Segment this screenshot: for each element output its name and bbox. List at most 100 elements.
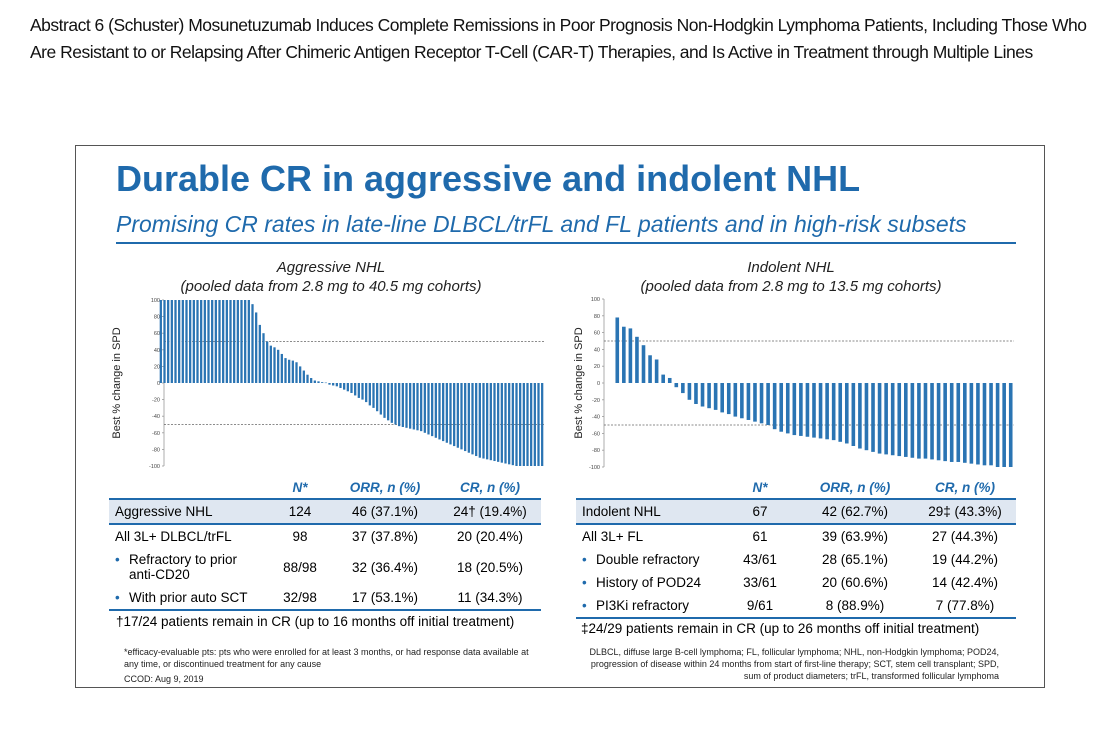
y-tick-label: -20 — [592, 398, 600, 404]
cell-cr: 27 (44.3%) — [931, 529, 999, 544]
waterfall-bar — [766, 383, 770, 425]
indolent-chart-subtitle: (pooled data from 2.8 mg to 13.5 mg coho… — [640, 278, 942, 295]
waterfall-bar — [269, 345, 272, 383]
waterfall-bar — [368, 383, 371, 406]
cell-cr: 20 (20.4%) — [456, 529, 524, 544]
waterfall-bar — [302, 370, 305, 383]
waterfall-bar — [812, 383, 816, 438]
cell-n: 67 — [724, 499, 796, 525]
waterfall-bar — [792, 383, 797, 436]
waterfall-bar — [321, 382, 324, 383]
cell-n: 98 — [292, 529, 308, 544]
waterfall-bar — [310, 378, 313, 383]
table-row: Aggressive NHL 124 46 (37.1%) 24† (19.4%… — [109, 499, 541, 525]
waterfall-bar — [838, 383, 843, 442]
waterfall-bar — [449, 383, 452, 445]
cell-n: 9/61 — [724, 594, 796, 619]
aggressive-table: N* ORR, n (%) CR, n (%) Aggressive NHL 1… — [109, 477, 541, 611]
y-tick-label: -100 — [149, 464, 160, 469]
waterfall-bar — [963, 383, 967, 463]
col-header-orr: ORR, n (%) — [796, 477, 914, 500]
waterfall-bar — [628, 328, 633, 383]
waterfall-bar — [181, 300, 184, 383]
cell-cr: 19 (44.2%) — [931, 552, 999, 567]
waterfall-bar — [251, 304, 254, 383]
waterfall-bar — [277, 349, 280, 383]
y-tick-label: 40 — [594, 347, 600, 353]
waterfall-bar — [475, 383, 478, 457]
waterfall-bar — [871, 383, 875, 452]
table-header-row: N* ORR, n (%) CR, n (%) — [109, 477, 541, 500]
y-tick-label: 60 — [154, 331, 160, 337]
waterfall-bar — [295, 362, 298, 383]
waterfall-bar — [897, 383, 902, 457]
waterfall-bar — [335, 383, 338, 387]
waterfall-bar — [280, 353, 283, 383]
cell-orr: 46 (37.1%) — [331, 499, 439, 525]
indolent-footnote: ‡24/29 patients remain in CR (up to 26 m… — [581, 621, 980, 636]
waterfall-bar — [233, 300, 236, 383]
waterfall-bar — [753, 383, 757, 422]
waterfall-bar — [851, 383, 856, 446]
cell-orr: 42 (62.7%) — [796, 499, 914, 525]
waterfall-bar — [346, 383, 349, 392]
waterfall-bar — [489, 383, 492, 461]
row-label: Refractory to prior anti-CD20 — [129, 552, 238, 582]
waterfall-bar — [288, 359, 291, 383]
waterfall-bar — [956, 383, 961, 462]
waterfall-bar — [482, 383, 485, 459]
waterfall-bar — [969, 383, 974, 464]
waterfall-bar — [431, 383, 434, 437]
waterfall-bar — [864, 383, 869, 451]
waterfall-bar — [420, 383, 423, 432]
y-tick-label: -40 — [152, 414, 160, 420]
y-tick-label: -80 — [592, 448, 600, 454]
waterfall-bar — [877, 383, 882, 454]
cell-cr: 24† (19.4%) — [439, 499, 541, 525]
y-axis-label: Best % change in SPD — [111, 327, 123, 438]
subrow-cell: • With prior auto SCT — [109, 586, 269, 611]
waterfall-bar — [976, 383, 980, 465]
col-header-n: N* — [269, 477, 331, 500]
y-tick-label: -40 — [592, 415, 600, 421]
waterfall-bar — [526, 383, 529, 466]
waterfall-bar — [192, 300, 195, 383]
waterfall-bar — [844, 383, 849, 444]
y-tick-label: -20 — [152, 398, 160, 404]
row-label: Indolent NHL — [576, 499, 724, 525]
table-row: • Refractory to prior anti-CD20 88/98 32 … — [109, 548, 541, 586]
waterfall-bar — [324, 382, 327, 384]
waterfall-bar — [387, 383, 390, 421]
table-row: • With prior auto SCT 32/98 17 (53.1%) 11… — [109, 586, 541, 611]
waterfall-bar — [1002, 383, 1006, 467]
waterfall-bar — [989, 383, 993, 466]
waterfall-bar — [493, 383, 496, 462]
aggressive-chart-subtitle: (pooled data from 2.8 mg to 40.5 mg coho… — [180, 278, 482, 295]
waterfall-bar — [460, 383, 463, 450]
cell-cr: 11 (34.3%) — [439, 586, 541, 611]
waterfall-bar — [700, 383, 705, 407]
waterfall-bar — [622, 326, 626, 383]
waterfall-bar — [772, 383, 777, 430]
waterfall-bar — [332, 383, 335, 386]
waterfall-bar — [641, 345, 646, 383]
waterfall-bar — [438, 383, 441, 440]
waterfall-bar — [398, 383, 401, 427]
indolent-table: N* ORR, n (%) CR, n (%) Indolent NHL 67 … — [576, 477, 1016, 619]
waterfall-bar — [785, 383, 790, 434]
table-row: Indolent NHL 67 42 (62.7%) 29‡ (43.3%) — [576, 499, 1016, 525]
waterfall-bar — [779, 383, 784, 432]
y-tick-label: 20 — [594, 364, 600, 370]
waterfall-bar — [661, 374, 665, 383]
y-tick-label: 80 — [594, 314, 600, 320]
waterfall-bar — [416, 383, 419, 431]
waterfall-bar — [511, 383, 514, 466]
cell-cr: 29‡ (43.3%) — [914, 499, 1016, 525]
col-header-orr: ORR, n (%) — [331, 477, 439, 500]
waterfall-bar — [423, 383, 426, 433]
waterfall-bar — [519, 383, 522, 466]
cell-n: 88/98 — [283, 559, 317, 575]
waterfall-bar — [720, 383, 724, 413]
row-label: All 3L+ FL — [582, 529, 644, 544]
waterfall-bar — [648, 355, 652, 383]
